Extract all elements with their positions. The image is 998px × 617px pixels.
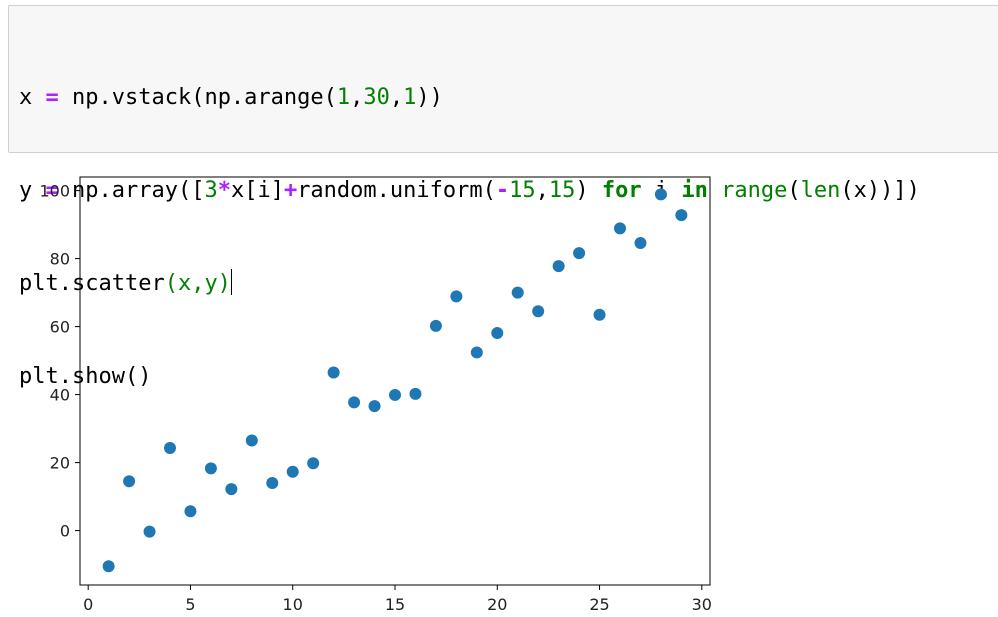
code-token: , — [350, 85, 364, 110]
scatter-point — [634, 236, 647, 249]
code-token: for — [601, 178, 642, 203]
scatter-point — [450, 290, 463, 303]
x-tick-label: 10 — [283, 595, 303, 614]
scatter-point — [143, 525, 156, 538]
code-token: ( — [787, 178, 801, 203]
code-line-1[interactable]: x = np.vstack(np.arange(1,30,1)) — [19, 82, 920, 113]
code-token: 3 — [204, 178, 218, 203]
code-token: in — [681, 178, 708, 203]
scatter-point — [511, 286, 524, 299]
code-token: = — [45, 178, 59, 203]
y-tick-label: 0 — [60, 522, 70, 541]
plot-frame — [79, 176, 711, 586]
code-token: ) — [575, 178, 602, 203]
x-tick-label: 30 — [692, 595, 712, 614]
scatter-point — [389, 388, 401, 401]
y-tick-label: 60 — [50, 318, 70, 337]
scatter-point — [491, 327, 504, 340]
scatter-point — [266, 477, 279, 489]
scatter-point — [675, 209, 688, 222]
scatter-point — [532, 305, 545, 318]
scatter-point — [470, 346, 483, 359]
text-cursor — [230, 269, 232, 295]
scatter-point — [184, 505, 197, 518]
code-token: + — [283, 178, 298, 203]
code-token: len — [800, 178, 841, 203]
code-cell[interactable]: x = np.vstack(np.arange(1,30,1)) y = np.… — [8, 5, 998, 389]
scatter-point — [123, 475, 136, 488]
code-line-3[interactable]: plt.scatter(x,y) — [19, 268, 920, 299]
code-token: np.array([ — [58, 178, 205, 203]
y-tick-label: 20 — [50, 454, 70, 473]
code-token: y — [19, 178, 46, 203]
code-token: 15 — [548, 178, 576, 203]
scatter-point — [614, 222, 626, 235]
scatter-point — [286, 465, 299, 478]
code-token: , — [535, 178, 549, 203]
code-token: 15 — [509, 178, 536, 203]
code-token: = — [45, 85, 59, 110]
y-tick-label: 40 — [50, 386, 70, 405]
x-tick-label: 15 — [385, 595, 405, 614]
code-editor[interactable]: x = np.vstack(np.arange(1,30,1)) y = np.… — [19, 20, 920, 454]
code-token: random.uniform( — [297, 178, 496, 203]
scatter-point — [348, 396, 361, 409]
scatter-point — [368, 400, 381, 413]
x-tick-label: 0 — [83, 595, 93, 614]
code-token: np.vstack(np.arange( — [58, 85, 337, 110]
scatter-points — [102, 188, 688, 573]
x-axis: 0 5 10 15 20 25 30 — [83, 585, 712, 614]
y-tick-label: 80 — [50, 250, 70, 269]
code-token: plt.scatter — [19, 271, 165, 296]
scatter-point — [307, 457, 320, 470]
scatter-point — [429, 319, 442, 332]
code-token: plt.show() — [19, 364, 152, 389]
scatter-point — [654, 188, 667, 201]
y-axis: 0 20 40 60 80 100 — [39, 182, 80, 541]
code-token: , — [389, 85, 404, 110]
scatter-point — [552, 260, 565, 273]
code-token: x[i] — [230, 178, 284, 203]
code-token: 30 — [363, 85, 390, 110]
scatter-point — [593, 308, 606, 321]
code-token: )) — [416, 85, 443, 110]
code-token: range — [721, 178, 788, 203]
code-token: (x,y) — [164, 271, 231, 296]
scatter-plot: 0 5 10 15 20 25 30 0 20 40 60 80 100 — [39, 176, 712, 614]
scatter-point — [327, 366, 340, 379]
code-token: 1 — [336, 85, 351, 110]
code-line-4[interactable]: plt.show() — [19, 361, 920, 392]
x-tick-label: 20 — [487, 595, 507, 614]
scatter-point — [204, 462, 217, 475]
y-tick-label: 100 — [39, 182, 70, 201]
x-tick-label: 25 — [589, 595, 609, 614]
scatter-point — [102, 560, 115, 573]
code-token: x — [19, 85, 46, 110]
scatter-point — [164, 441, 176, 454]
code-token: * — [217, 178, 231, 203]
scatter-point — [573, 247, 586, 260]
code-token: 1 — [403, 85, 417, 110]
scatter-point — [245, 434, 258, 447]
x-tick-label: 5 — [185, 595, 195, 614]
code-token: - — [495, 178, 510, 203]
code-token: (x))]) — [840, 178, 920, 203]
scatter-point — [225, 483, 238, 496]
code-line-2[interactable]: y = np.array([3*x[i]+random.uniform(-15,… — [19, 175, 920, 206]
scatter-point — [409, 387, 422, 400]
